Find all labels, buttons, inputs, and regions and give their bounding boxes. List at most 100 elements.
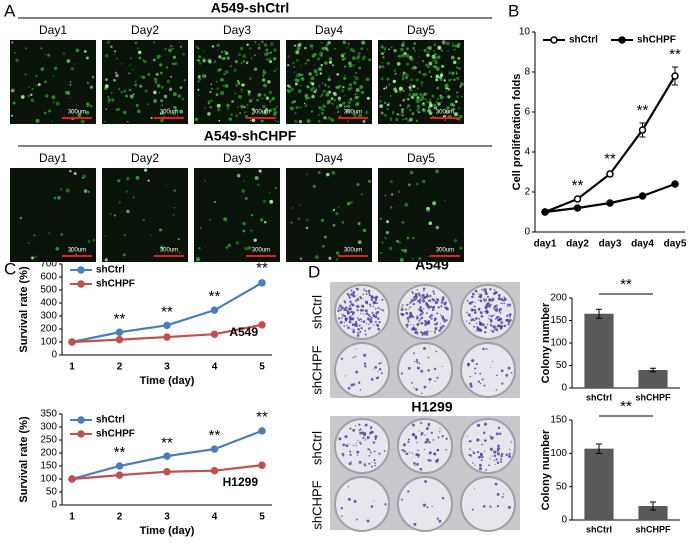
colony	[355, 445, 357, 447]
colony	[490, 329, 492, 332]
y-tick-label: 6	[524, 107, 530, 118]
colony	[502, 493, 505, 495]
colony	[370, 461, 372, 463]
cell	[125, 190, 128, 193]
colony	[363, 433, 366, 437]
colony	[363, 288, 366, 290]
cell	[249, 119, 252, 122]
y-tick-label: 100	[40, 474, 57, 485]
colony	[487, 295, 490, 298]
cell	[241, 88, 243, 91]
cell	[388, 83, 391, 86]
cell	[357, 55, 361, 59]
colony	[414, 464, 416, 467]
cell	[452, 108, 455, 111]
cell	[218, 68, 222, 71]
colony	[427, 369, 430, 372]
cell	[390, 206, 393, 209]
cell	[116, 57, 119, 60]
colony	[485, 348, 488, 350]
colony	[380, 372, 383, 375]
colony	[405, 453, 407, 455]
cell	[209, 90, 212, 94]
colony	[481, 443, 483, 446]
micrograph	[10, 40, 96, 124]
well	[334, 342, 390, 398]
cell	[262, 104, 266, 109]
cell	[441, 100, 443, 103]
cell	[428, 221, 433, 226]
colony	[360, 312, 362, 315]
colony	[365, 290, 368, 293]
cell	[223, 73, 226, 76]
colony	[437, 300, 439, 303]
colony	[413, 387, 415, 389]
cell	[293, 71, 296, 73]
cell	[331, 103, 334, 105]
colony	[367, 289, 371, 293]
cell	[209, 106, 212, 109]
cell	[447, 87, 451, 91]
cell	[80, 119, 85, 124]
cell	[431, 54, 436, 59]
micrograph	[10, 168, 96, 262]
panel-label: D	[308, 262, 320, 281]
cell	[293, 44, 297, 47]
cell	[381, 65, 385, 68]
colony	[370, 298, 374, 301]
colony	[341, 452, 345, 456]
cell	[428, 98, 432, 102]
cell	[456, 72, 458, 75]
cell	[300, 65, 302, 67]
point	[258, 461, 266, 469]
cell	[429, 103, 433, 108]
colony	[436, 449, 439, 452]
cell	[107, 101, 110, 104]
colony	[428, 319, 430, 322]
colony	[368, 323, 370, 325]
day-label: Day3	[223, 151, 251, 165]
cell	[384, 46, 387, 50]
colony	[500, 297, 504, 301]
colony	[466, 320, 468, 323]
cell	[299, 106, 302, 109]
cell	[160, 55, 163, 57]
cell	[40, 67, 44, 72]
cell	[386, 107, 389, 111]
cell	[290, 221, 293, 224]
cell	[173, 207, 176, 209]
cell	[433, 43, 437, 47]
colony	[440, 306, 443, 308]
row-label: shCtrl	[309, 431, 324, 465]
colony	[493, 459, 495, 462]
cell	[347, 108, 350, 112]
colony	[375, 313, 378, 315]
legend-marker	[77, 430, 85, 438]
colony	[435, 350, 438, 353]
cell	[297, 89, 302, 93]
cell	[318, 85, 321, 88]
colony	[374, 438, 377, 441]
significance: **	[572, 177, 584, 194]
colony	[368, 292, 371, 295]
colony	[472, 450, 474, 452]
colony	[425, 312, 428, 315]
cell	[37, 83, 41, 86]
cell	[221, 50, 224, 54]
point	[68, 475, 76, 483]
cell	[210, 87, 214, 91]
cell	[210, 83, 212, 86]
colony	[432, 298, 435, 302]
colony	[356, 298, 360, 301]
cell	[417, 107, 420, 110]
significance: **	[256, 259, 268, 276]
cell	[457, 42, 461, 46]
cell	[404, 98, 406, 100]
cell	[440, 71, 443, 74]
colony	[488, 315, 490, 317]
colony	[356, 334, 360, 337]
cell	[314, 255, 319, 260]
colony	[401, 448, 404, 452]
cell	[402, 119, 404, 121]
cell	[434, 52, 437, 56]
